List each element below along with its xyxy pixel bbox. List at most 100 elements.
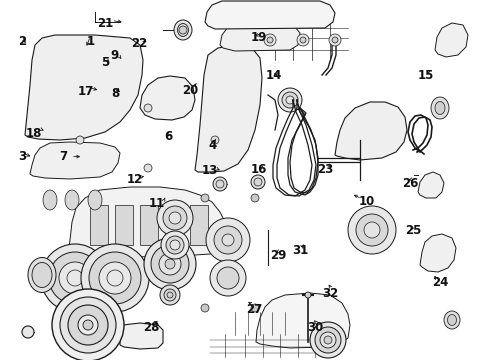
Ellipse shape (447, 315, 456, 325)
Text: 18: 18 (26, 127, 42, 140)
Circle shape (49, 252, 101, 304)
Ellipse shape (434, 102, 444, 114)
Polygon shape (195, 45, 262, 172)
Polygon shape (417, 172, 443, 198)
Ellipse shape (88, 190, 102, 210)
Text: 20: 20 (182, 84, 199, 96)
Circle shape (161, 231, 189, 259)
Polygon shape (115, 205, 133, 245)
Circle shape (213, 177, 226, 191)
Text: 11: 11 (148, 197, 164, 210)
Circle shape (169, 212, 181, 224)
Circle shape (22, 326, 34, 338)
Text: 6: 6 (164, 130, 172, 143)
Circle shape (328, 34, 340, 46)
Circle shape (309, 322, 346, 358)
Text: 5: 5 (101, 57, 109, 69)
Circle shape (143, 238, 196, 290)
Text: 22: 22 (131, 37, 147, 50)
Text: 29: 29 (270, 249, 286, 262)
Circle shape (264, 34, 275, 46)
Circle shape (201, 304, 208, 312)
Polygon shape (140, 76, 195, 120)
Circle shape (250, 304, 259, 312)
Circle shape (222, 234, 234, 246)
Circle shape (41, 244, 109, 312)
Polygon shape (25, 35, 142, 140)
Circle shape (363, 222, 379, 238)
Ellipse shape (174, 20, 192, 40)
Circle shape (319, 332, 335, 348)
Circle shape (59, 262, 91, 294)
Circle shape (250, 175, 264, 189)
Circle shape (253, 178, 262, 186)
Circle shape (250, 194, 259, 202)
Polygon shape (220, 23, 299, 51)
Circle shape (143, 104, 152, 112)
Circle shape (76, 136, 84, 144)
Polygon shape (419, 234, 455, 272)
Ellipse shape (32, 262, 52, 288)
Circle shape (163, 206, 186, 230)
Text: 23: 23 (316, 163, 333, 176)
Circle shape (205, 218, 249, 262)
Circle shape (217, 267, 239, 289)
Polygon shape (120, 323, 163, 349)
Text: 21: 21 (97, 17, 113, 30)
Circle shape (305, 292, 310, 298)
Circle shape (164, 259, 175, 269)
Polygon shape (204, 1, 334, 29)
Polygon shape (190, 205, 207, 245)
Text: 7: 7 (60, 150, 67, 163)
Circle shape (266, 37, 272, 43)
Circle shape (78, 315, 98, 335)
Ellipse shape (430, 97, 448, 119)
Circle shape (299, 37, 305, 43)
Circle shape (68, 305, 108, 345)
Text: 15: 15 (416, 69, 433, 82)
Circle shape (216, 180, 224, 188)
Circle shape (179, 26, 186, 34)
Text: 25: 25 (404, 224, 421, 237)
Circle shape (89, 252, 141, 304)
Polygon shape (68, 187, 225, 257)
Circle shape (143, 164, 152, 172)
Text: 31: 31 (292, 244, 308, 257)
Text: 4: 4 (208, 139, 216, 152)
Text: 16: 16 (250, 163, 267, 176)
Circle shape (52, 289, 124, 360)
Text: 17: 17 (77, 85, 94, 98)
Circle shape (167, 292, 173, 298)
Circle shape (314, 327, 340, 353)
Circle shape (151, 245, 189, 283)
Text: 2: 2 (18, 35, 26, 48)
Text: 19: 19 (250, 31, 267, 44)
Circle shape (347, 206, 395, 254)
Polygon shape (30, 142, 120, 179)
Text: 12: 12 (126, 174, 142, 186)
Ellipse shape (43, 190, 57, 210)
Circle shape (165, 236, 183, 254)
Circle shape (170, 240, 180, 250)
Circle shape (99, 262, 131, 294)
Circle shape (214, 226, 242, 254)
Polygon shape (256, 293, 349, 348)
Ellipse shape (443, 311, 459, 329)
Circle shape (331, 37, 337, 43)
Text: 30: 30 (306, 321, 323, 334)
Polygon shape (164, 205, 183, 245)
Text: 14: 14 (265, 69, 282, 82)
Circle shape (160, 285, 180, 305)
Circle shape (83, 320, 93, 330)
Circle shape (285, 96, 293, 104)
Circle shape (278, 88, 302, 112)
Text: 10: 10 (358, 195, 374, 208)
Text: 32: 32 (321, 287, 338, 300)
Polygon shape (434, 23, 467, 57)
Polygon shape (140, 205, 158, 245)
Ellipse shape (28, 257, 56, 292)
Circle shape (157, 200, 193, 236)
Circle shape (355, 214, 387, 246)
Text: 3: 3 (18, 150, 26, 163)
Text: 13: 13 (202, 165, 218, 177)
